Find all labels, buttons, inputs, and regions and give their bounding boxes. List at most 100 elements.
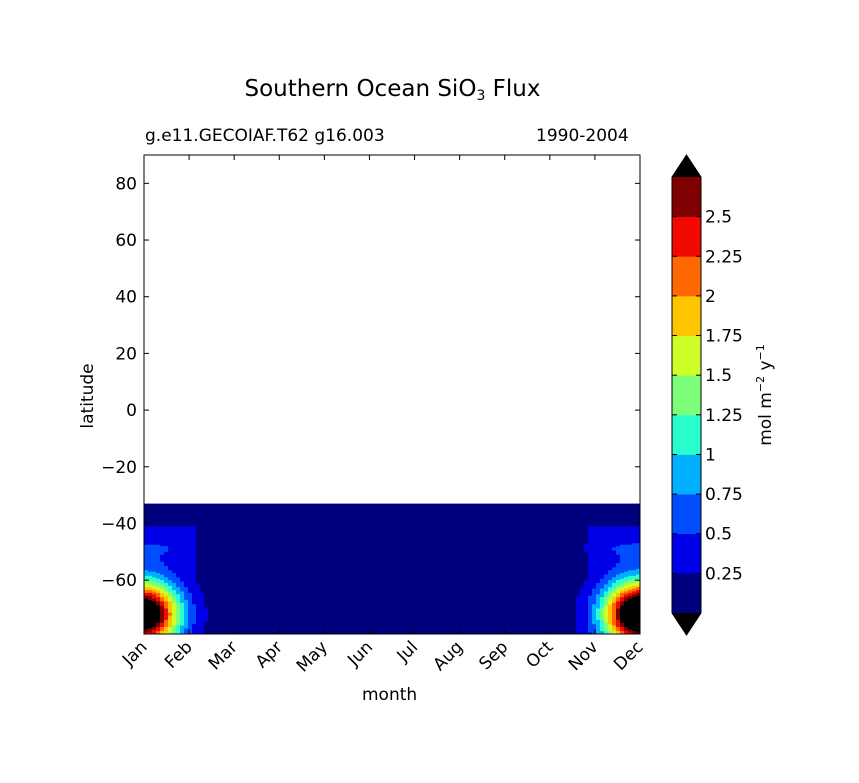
heatmap-cell (204, 539, 209, 542)
heatmap-cell (272, 506, 277, 509)
heatmap-cell (176, 607, 181, 610)
heatmap-cell (328, 571, 333, 574)
heatmap-cell (224, 536, 229, 539)
heatmap-cell (248, 560, 253, 563)
heatmap-cell (256, 505, 261, 508)
heatmap-cell (228, 548, 233, 551)
heatmap-cell (344, 524, 349, 527)
heatmap-cell (252, 605, 257, 608)
heatmap-cell (164, 595, 169, 598)
heatmap-cell (236, 523, 241, 526)
heatmap-cell (164, 578, 169, 581)
heatmap-cell (344, 619, 349, 622)
heatmap-cell (256, 557, 261, 560)
heatmap-cell (340, 523, 345, 526)
heatmap-cell (152, 529, 157, 532)
heatmap-cell (156, 571, 161, 574)
heatmap-cell (172, 522, 177, 525)
heatmap-cell (168, 598, 173, 601)
heatmap-cell (148, 533, 153, 536)
heatmap-cell (204, 509, 209, 512)
heatmap-cell (284, 514, 289, 517)
heatmap-cell (240, 624, 245, 627)
heatmap-cell (228, 590, 233, 593)
heatmap-cell (224, 618, 229, 621)
heatmap-cell (232, 517, 237, 520)
heatmap-cell (224, 575, 229, 578)
heatmap-cell (244, 510, 249, 513)
heatmap-cell (144, 595, 149, 598)
heatmap-cell (212, 612, 217, 615)
heatmap-cell (164, 611, 169, 614)
heatmap-cell (336, 578, 341, 581)
heatmap-cell (212, 531, 217, 534)
heatmap-cell (228, 539, 233, 542)
heatmap-cell (204, 530, 209, 533)
heatmap-cell (308, 548, 313, 551)
heatmap-cell (316, 582, 321, 585)
heatmap-cell (168, 602, 173, 605)
heatmap-cell (340, 547, 345, 550)
heatmap-cell (300, 624, 305, 627)
heatmap-cell (160, 594, 165, 597)
heatmap-cell (300, 519, 305, 522)
heatmap-cell (236, 629, 241, 632)
heatmap-cell (172, 541, 177, 544)
heatmap-cell (316, 537, 321, 540)
heatmap-cell (240, 548, 245, 551)
heatmap-cell (196, 563, 201, 566)
heatmap-cell (292, 556, 297, 559)
heatmap-cell (300, 590, 305, 593)
heatmap-cell (248, 587, 253, 590)
heatmap-cell (304, 631, 309, 634)
heatmap-cell (220, 537, 225, 540)
heatmap-cell (224, 533, 229, 536)
heatmap-cell (268, 582, 273, 585)
heatmap-cell (156, 523, 161, 526)
heatmap-cell (168, 592, 173, 595)
heatmap-cell (344, 514, 349, 517)
heatmap-cell (312, 539, 317, 542)
heatmap-cell (168, 512, 173, 515)
heatmap-cell (340, 514, 345, 517)
heatmap-cell (160, 544, 165, 547)
heatmap-cell (168, 506, 173, 509)
heatmap-cell (216, 536, 221, 539)
heatmap-cell (248, 544, 253, 547)
heatmap-cell (184, 590, 189, 593)
heatmap-cell (168, 582, 173, 585)
heatmap-cell (276, 544, 281, 547)
heatmap-cell (256, 611, 261, 614)
heatmap-cell (228, 605, 233, 608)
heatmap-cell (356, 608, 361, 611)
heatmap-cell (188, 621, 193, 624)
heatmap-cell (220, 560, 225, 563)
heatmap-cell (328, 507, 333, 510)
heatmap-cell (212, 537, 217, 540)
heatmap-cell (212, 570, 217, 573)
heatmap-cell (176, 540, 181, 543)
heatmap-cell (156, 557, 161, 560)
heatmap-cell (228, 550, 233, 553)
heatmap-cell (192, 558, 197, 561)
heatmap-cell (224, 520, 229, 523)
heatmap-cell (292, 540, 297, 543)
heatmap-cell (224, 616, 229, 620)
heatmap-cell (348, 570, 353, 573)
heatmap-cell (176, 556, 181, 559)
heatmap-cell (224, 523, 229, 526)
heatmap-cell (164, 553, 169, 556)
heatmap-cell (292, 570, 297, 573)
heatmap-cell (332, 565, 337, 568)
heatmap-cell (256, 615, 261, 618)
heatmap-cell (208, 622, 213, 625)
heatmap-cell (280, 526, 285, 529)
heatmap-cell (308, 514, 313, 517)
heatmap-cell (176, 547, 181, 550)
heatmap-cell (348, 631, 353, 634)
heatmap-cell (168, 517, 173, 520)
heatmap-cell (228, 537, 233, 540)
heatmap-cell (284, 512, 289, 515)
heatmap-cell (200, 507, 205, 510)
heatmap-cell (148, 597, 153, 600)
